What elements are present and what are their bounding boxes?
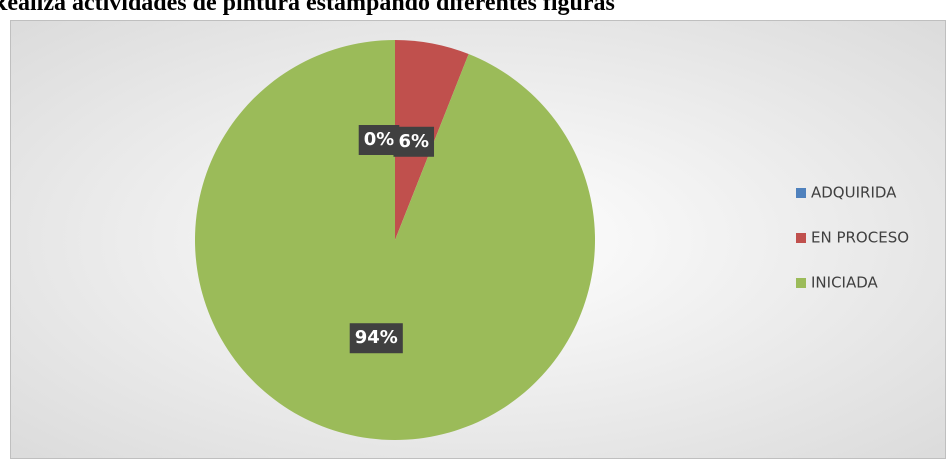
chart-title: Realiza actividades de pintura estampand… xyxy=(0,0,615,16)
legend-swatch xyxy=(796,188,806,198)
data-label: 94% xyxy=(349,323,403,354)
legend-swatch xyxy=(796,233,806,243)
data-label: 6% xyxy=(393,126,435,157)
data-label: 0% xyxy=(358,125,400,155)
legend-swatch xyxy=(796,278,806,288)
data-label-box xyxy=(349,323,403,354)
data-label-text: 94% xyxy=(355,327,398,348)
data-label-box xyxy=(358,125,400,155)
data-label-text: 0% xyxy=(364,129,395,150)
legend-label: ADQUIRIDA xyxy=(811,184,897,202)
pie-slice xyxy=(194,40,596,440)
legend-label: EN PROCESO xyxy=(811,229,909,247)
data-label-text: 6% xyxy=(398,131,429,152)
data-label-box xyxy=(393,126,435,157)
legend-label: INICIADA xyxy=(811,274,879,292)
